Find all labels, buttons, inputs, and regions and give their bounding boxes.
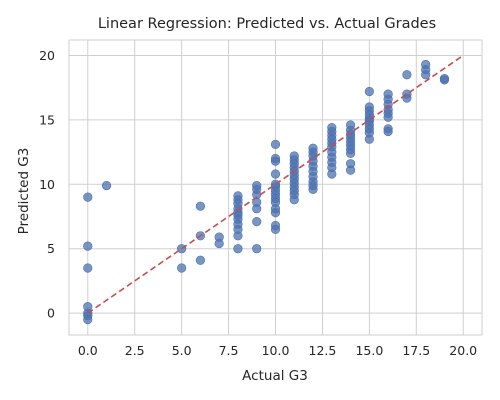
y-tick-label: 20 bbox=[39, 48, 55, 63]
data-point bbox=[101, 180, 112, 191]
x-tick-label: 17.5 bbox=[402, 343, 430, 358]
data-point bbox=[345, 165, 356, 175]
data-point bbox=[252, 204, 262, 214]
data-point bbox=[83, 192, 93, 202]
x-tick-label: 10.0 bbox=[262, 343, 290, 358]
data-point bbox=[383, 112, 393, 122]
data-points bbox=[83, 59, 450, 325]
data-point bbox=[383, 126, 393, 137]
x-axis-label: Actual G3 bbox=[242, 368, 308, 384]
y-tick-labels: 0 5 10 15 20 bbox=[39, 48, 55, 321]
data-point bbox=[83, 314, 93, 325]
data-point bbox=[270, 169, 281, 179]
data-point bbox=[83, 263, 93, 273]
plot-frame bbox=[68, 39, 483, 336]
data-point bbox=[327, 169, 337, 179]
x-tick-label: 5.0 bbox=[172, 343, 192, 358]
data-point bbox=[345, 148, 356, 158]
x-tick-label: 7.5 bbox=[219, 343, 239, 358]
data-point bbox=[439, 75, 450, 85]
data-point bbox=[402, 93, 412, 103]
y-tick-label: 15 bbox=[39, 112, 55, 127]
y-axis-label: Predicted G3 bbox=[16, 148, 32, 235]
data-point bbox=[270, 208, 281, 218]
data-point bbox=[364, 86, 374, 97]
x-tick-label: 15.0 bbox=[355, 343, 383, 358]
y-tick-label: 10 bbox=[39, 177, 55, 192]
data-point bbox=[270, 156, 281, 166]
data-point bbox=[252, 217, 262, 227]
x-tick-label: 12.5 bbox=[309, 343, 337, 358]
chart-title: Linear Regression: Predicted vs. Actual … bbox=[98, 16, 436, 32]
data-point bbox=[289, 195, 299, 205]
x-tick-label: 0.0 bbox=[78, 343, 98, 358]
data-point bbox=[233, 231, 243, 241]
data-point bbox=[177, 263, 187, 273]
data-point bbox=[214, 238, 224, 249]
data-point bbox=[83, 241, 93, 251]
data-point bbox=[233, 244, 243, 254]
data-point bbox=[252, 244, 262, 254]
x-tick-labels: 0.0 2.5 5.0 7.5 10.0 12.5 15.0 17.5 20.0 bbox=[78, 343, 477, 358]
data-point bbox=[308, 184, 318, 195]
y-tick-label: 5 bbox=[47, 241, 55, 256]
x-tick-label: 2.5 bbox=[125, 343, 145, 358]
data-point bbox=[270, 139, 281, 149]
data-point bbox=[270, 224, 281, 234]
x-tick-label: 20.0 bbox=[449, 343, 477, 358]
data-point bbox=[195, 201, 206, 211]
y-tick-label: 0 bbox=[47, 306, 55, 321]
data-point bbox=[364, 134, 374, 144]
data-point bbox=[421, 70, 431, 80]
data-point bbox=[402, 70, 412, 80]
data-point bbox=[195, 255, 206, 265]
